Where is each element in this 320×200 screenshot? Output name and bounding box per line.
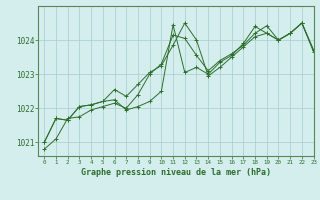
X-axis label: Graphe pression niveau de la mer (hPa): Graphe pression niveau de la mer (hPa) xyxy=(81,168,271,177)
